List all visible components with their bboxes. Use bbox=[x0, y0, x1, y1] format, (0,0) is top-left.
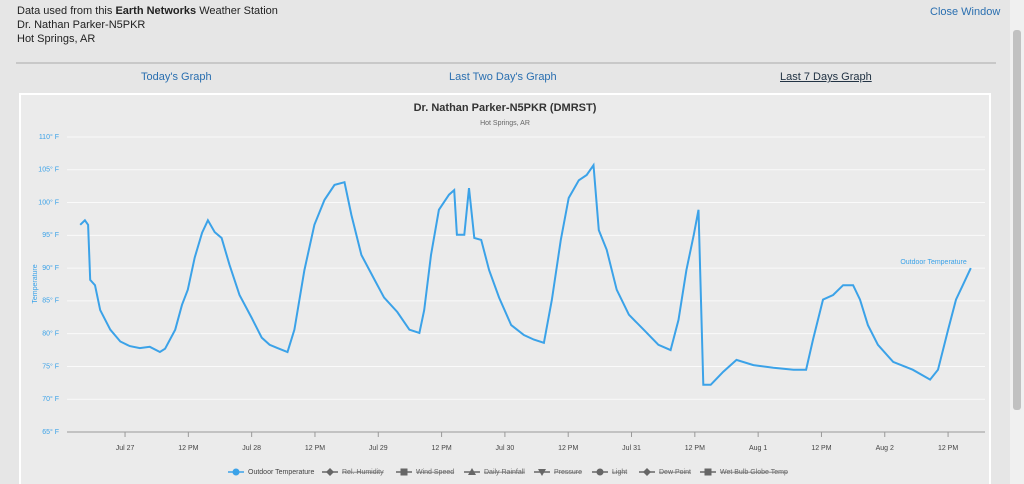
source-line: Data used from this Earth Networks Weath… bbox=[17, 5, 278, 17]
y-axis-label: Temperature bbox=[32, 264, 39, 303]
y-tick-label: 80° F bbox=[42, 330, 59, 338]
series-label: Outdoor Temperature bbox=[900, 259, 967, 266]
y-tick-label: 85° F bbox=[42, 297, 59, 305]
x-tick-label: Jul 29 bbox=[369, 445, 388, 452]
y-tick-label: 70° F bbox=[42, 395, 59, 403]
legend-symbol bbox=[232, 468, 240, 476]
scroll-thumb[interactable] bbox=[1013, 30, 1021, 410]
y-tick-label: 100° F bbox=[38, 198, 59, 206]
y-tick-label: 90° F bbox=[42, 264, 59, 272]
y-tick-label: 95° F bbox=[42, 231, 59, 239]
legend-symbol bbox=[704, 468, 712, 476]
y-tick-label: 110° F bbox=[39, 133, 59, 141]
legend-label[interactable]: Wet Bulb Globe Temp bbox=[720, 469, 788, 476]
tab[interactable]: Last Two Day's Graph bbox=[449, 71, 557, 83]
chart: Dr. Nathan Parker-N5PKR (DMRST) Hot Spri… bbox=[19, 93, 991, 484]
station: Dr. Nathan Parker-N5PKR bbox=[17, 19, 146, 31]
legend-label[interactable]: Rel. Humidity bbox=[342, 469, 384, 476]
legend-symbol bbox=[643, 468, 651, 476]
legend-label[interactable]: Pressure bbox=[554, 469, 582, 476]
legend-symbol bbox=[468, 468, 476, 475]
legend-symbol bbox=[596, 468, 604, 476]
divider bbox=[16, 62, 996, 64]
x-tick-label: 12 PM bbox=[811, 445, 831, 452]
tab[interactable]: Last 7 Days Graph bbox=[780, 71, 872, 83]
legend-label[interactable]: Daily Rainfall bbox=[484, 469, 525, 476]
x-tick-label: 12 PM bbox=[558, 445, 578, 452]
scrollbar[interactable] bbox=[1010, 0, 1024, 484]
legend-label[interactable]: Light bbox=[612, 469, 627, 476]
x-tick-label: 12 PM bbox=[305, 445, 325, 452]
legend-symbol bbox=[326, 468, 334, 476]
chart-title: Dr. Nathan Parker-N5PKR (DMRST) bbox=[414, 102, 597, 114]
legend-label[interactable]: Outdoor Temperature bbox=[248, 469, 315, 476]
legend-label[interactable]: Dew Point bbox=[659, 469, 691, 476]
x-tick-label: 12 PM bbox=[178, 445, 198, 452]
legend-label[interactable]: Wind Speed bbox=[416, 469, 454, 476]
x-tick-label: Jul 28 bbox=[242, 445, 261, 452]
x-tick-label: Jul 30 bbox=[496, 445, 515, 452]
x-tick-label: 12 PM bbox=[685, 445, 705, 452]
y-tick-label: 65° F bbox=[42, 428, 59, 436]
chart-subtitle: Hot Springs, AR bbox=[480, 120, 530, 127]
x-tick-label: Jul 27 bbox=[116, 445, 135, 452]
y-tick-label: 75° F bbox=[42, 362, 59, 370]
location: Hot Springs, AR bbox=[17, 33, 96, 45]
text: Data used from this bbox=[17, 5, 113, 17]
x-tick-label: Aug 1 bbox=[749, 445, 767, 452]
series-line bbox=[79, 162, 972, 386]
chart-panel bbox=[19, 93, 991, 484]
network: Earth Networks bbox=[115, 5, 197, 17]
x-tick-label: Aug 2 bbox=[876, 445, 894, 452]
x-tick-label: 12 PM bbox=[431, 445, 451, 452]
y-tick-label: 105° F bbox=[38, 166, 59, 174]
legend-symbol bbox=[538, 469, 546, 476]
x-tick-label: 12 PM bbox=[938, 445, 958, 452]
legend-symbol bbox=[400, 468, 408, 476]
text: Weather Station bbox=[199, 5, 278, 17]
x-tick-label: Jul 31 bbox=[622, 445, 641, 452]
close-link[interactable]: Close Window bbox=[930, 6, 1001, 18]
tab[interactable]: Today's Graph bbox=[141, 71, 212, 83]
